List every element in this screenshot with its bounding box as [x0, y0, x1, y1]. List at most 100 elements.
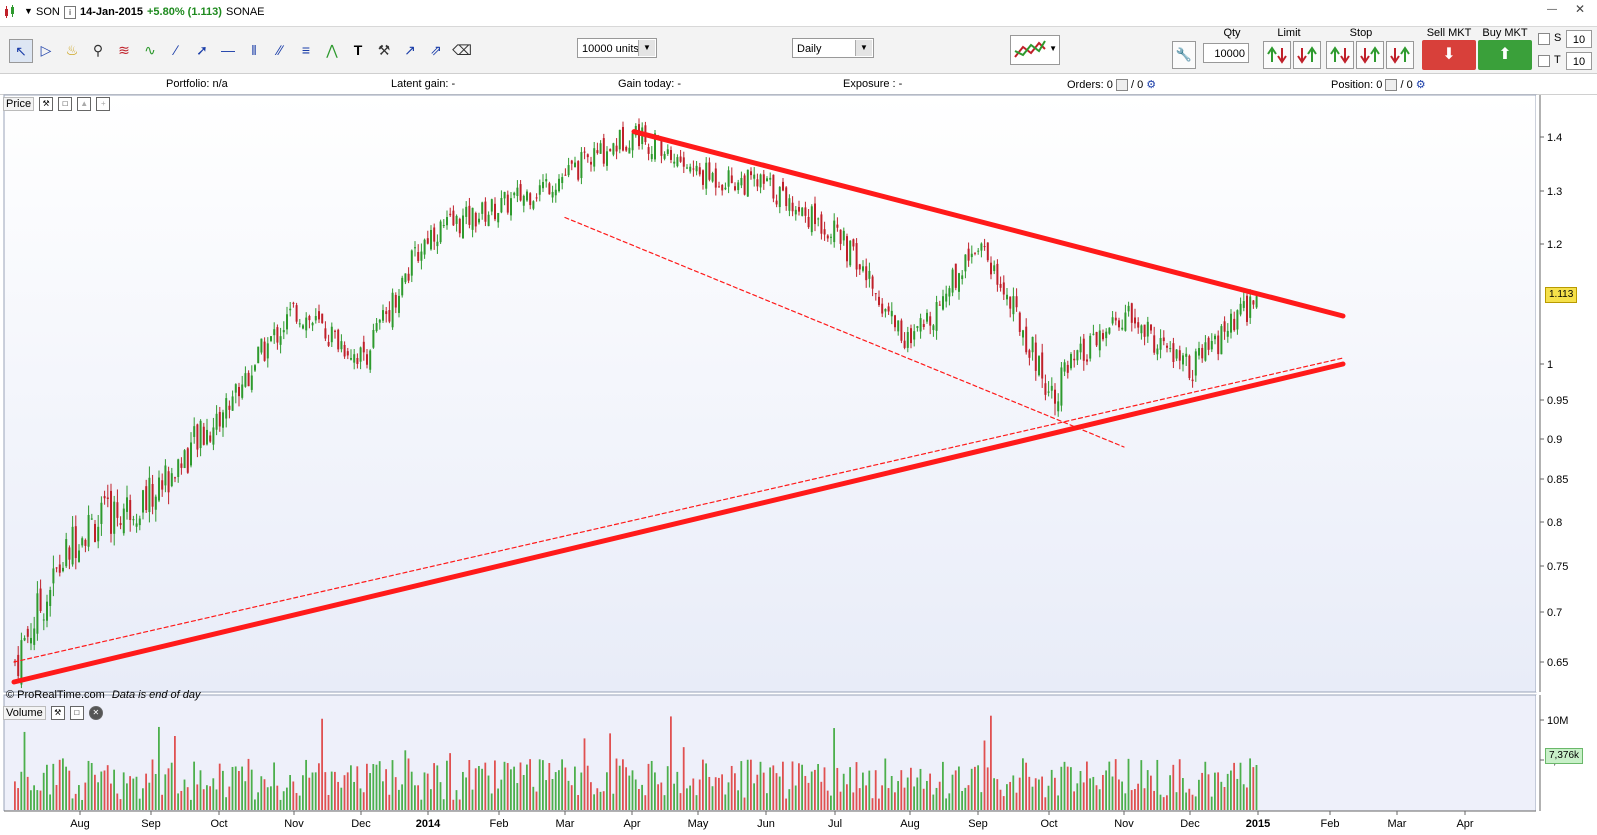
stop-sell-button[interactable] [1356, 41, 1384, 69]
volume-bar [266, 787, 269, 810]
symbol-label[interactable]: SON [36, 6, 60, 18]
price-candle-body [980, 243, 983, 251]
channel-icon[interactable]: ∕∕ [277, 42, 283, 58]
price-candle-body [481, 202, 484, 214]
price-candle-body [180, 463, 183, 468]
info-icon[interactable]: i [64, 6, 76, 19]
tools-icon[interactable]: ⚒ [377, 42, 391, 58]
wave-icon[interactable]: ∿ [144, 42, 156, 58]
price-candle-body [1073, 358, 1076, 361]
gann-icon[interactable]: ⋀ [326, 42, 338, 58]
price-candle-body [564, 174, 567, 176]
maximize-icon[interactable]: □ [69, 706, 84, 720]
vertical-line-icon[interactable]: ‖ [251, 42, 257, 58]
volume-bar [631, 770, 634, 810]
s-value-input[interactable]: 10 [1566, 30, 1592, 48]
position-settings-icon[interactable]: ⚙ [1415, 79, 1426, 91]
line-icon[interactable]: ➚ [196, 42, 208, 58]
volume-bar [660, 782, 663, 810]
stop-buy-button[interactable] [1326, 41, 1354, 69]
limit-buy-button[interactable] [1263, 41, 1291, 69]
alert-bell-icon[interactable]: ♨ [65, 42, 79, 58]
price-candle-body [26, 628, 29, 637]
fibonacci-icon[interactable]: ≡ [301, 42, 311, 58]
wrench-icon[interactable]: ⚒ [39, 97, 54, 111]
units-dropdown[interactable]: 10000 units ▼ [577, 38, 657, 58]
limit-sell-button[interactable] [1293, 41, 1321, 69]
position-icon[interactable] [1385, 79, 1398, 92]
order-arrows-icon [1360, 46, 1380, 64]
volume-bar [330, 771, 333, 810]
orders-settings-icon[interactable]: ⚙ [1146, 79, 1157, 91]
price-candle-body [753, 174, 756, 179]
chart-area[interactable]: 1.41.31.210.950.90.850.80.750.70.6510M5,… [0, 94, 1597, 835]
zoom-icon[interactable]: ⚲ [92, 42, 104, 58]
time-axis[interactable] [0, 811, 1597, 835]
price-candle-body [110, 490, 112, 534]
price-candle-body [650, 154, 653, 160]
settings-wrench-button[interactable]: 🔧 [1172, 41, 1196, 69]
price-candle-body [583, 151, 586, 153]
close-icon[interactable]: ✕ [88, 706, 103, 720]
volume-bar [983, 740, 986, 810]
trendline-icon[interactable]: ∕ [174, 42, 178, 58]
pane-add-icon[interactable]: + [96, 97, 111, 111]
t-value-input[interactable]: 10 [1566, 52, 1592, 70]
price-candle-body [388, 310, 391, 322]
volume-bar [209, 786, 211, 810]
stop-extra-button[interactable] [1386, 41, 1414, 69]
chart-style-button[interactable]: ▼ [1010, 35, 1060, 65]
close-icon[interactable]: ✕ [1575, 2, 1586, 16]
maximize-icon[interactable]: □ [58, 97, 73, 111]
price-axis[interactable] [1536, 95, 1597, 692]
price-candle-body [1050, 385, 1053, 391]
price-candle-body [878, 296, 880, 305]
volume-bar [17, 788, 19, 810]
volume-bar [238, 770, 240, 810]
arrows-icon[interactable]: ⇗ [430, 42, 442, 58]
symbol-dropdown-icon[interactable]: ▼ [24, 6, 33, 16]
qty-input[interactable]: 10000 [1203, 43, 1249, 63]
s-checkbox[interactable] [1538, 33, 1550, 45]
orders-icon[interactable] [1115, 79, 1128, 92]
price-candle-body [836, 224, 839, 228]
price-pane[interactable] [3, 94, 1537, 693]
period-dropdown[interactable]: Daily ▼ [792, 38, 874, 58]
price-candle-body [590, 161, 592, 165]
volume-bar [1127, 758, 1130, 810]
volume-bar [967, 785, 970, 810]
volume-bar [62, 758, 64, 810]
t-checkbox[interactable] [1538, 55, 1550, 67]
volume-bar [846, 784, 848, 810]
volume-bar [756, 774, 759, 810]
pane-up-icon[interactable]: ▲ [77, 97, 92, 111]
price-candle-body [186, 448, 189, 473]
wrench-icon[interactable]: ⚒ [50, 706, 65, 720]
volume-bar [1242, 784, 1245, 810]
volume-bar [833, 728, 835, 810]
price-candle-body [244, 373, 247, 387]
volume-bar [190, 799, 192, 810]
price-candle-body [1095, 332, 1098, 346]
trash-icon[interactable]: ⌫ [452, 42, 472, 58]
x-tick-label: Mar [556, 818, 575, 830]
ruler-icon[interactable]: ▷ [40, 42, 52, 58]
price-candle-body [743, 175, 746, 195]
volume-bar [391, 760, 394, 810]
pattern-icon[interactable]: ≋ [118, 42, 130, 58]
volume-bar [170, 762, 173, 810]
volume-bar [970, 768, 973, 810]
arrow-icon[interactable]: ↗ [404, 42, 416, 58]
minimize-icon[interactable]: — [1547, 4, 1557, 15]
volume-bar [673, 783, 675, 810]
volume-bar [1095, 785, 1098, 810]
buy-mkt-button[interactable]: ⬆ [1478, 40, 1532, 70]
volume-bar [314, 772, 317, 810]
text-icon[interactable]: T [353, 42, 363, 58]
sell-mkt-button[interactable]: ⬇ [1422, 40, 1476, 70]
volume-bar [852, 792, 855, 810]
horizontal-line-icon[interactable]: — [221, 42, 235, 58]
pointer-icon[interactable]: ↖ [9, 39, 33, 63]
volume-bar [1063, 761, 1066, 810]
price-candle-body [324, 328, 327, 339]
